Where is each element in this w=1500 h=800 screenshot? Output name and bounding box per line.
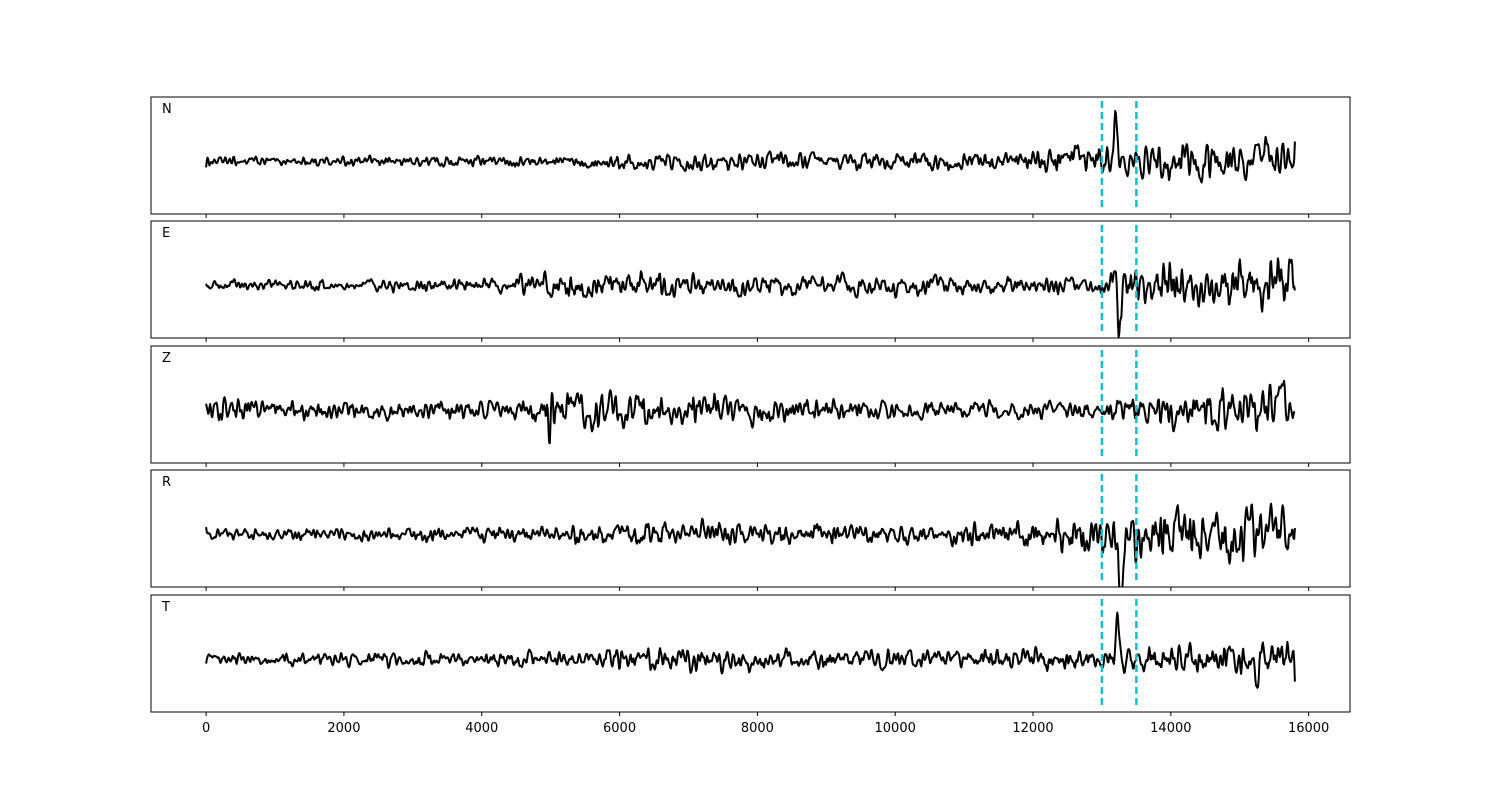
panel-label: T bbox=[161, 600, 170, 615]
panel-frame bbox=[150, 469, 1351, 588]
panel-label: R bbox=[162, 475, 171, 490]
panel-label: N bbox=[162, 102, 172, 117]
waveform-trace bbox=[205, 379, 1296, 445]
x-tick-label: 0 bbox=[202, 721, 210, 736]
panel-label: Z bbox=[162, 351, 171, 366]
panel-t: T bbox=[150, 594, 1351, 716]
x-tick-label: 16000 bbox=[1288, 721, 1329, 736]
x-tick-label: 12000 bbox=[1012, 721, 1053, 736]
waveform-trace bbox=[205, 502, 1296, 587]
x-tick-label: 4000 bbox=[465, 721, 498, 736]
x-tick-label: 6000 bbox=[603, 721, 636, 736]
panel-r: R bbox=[150, 469, 1351, 591]
waveform-trace bbox=[205, 109, 1296, 184]
x-tick-label: 14000 bbox=[1150, 721, 1191, 736]
panel-frame bbox=[150, 220, 1351, 339]
panel-n: N bbox=[150, 96, 1351, 218]
panel-frame bbox=[150, 594, 1351, 713]
waveform-trace bbox=[205, 257, 1296, 338]
x-tick-label: 10000 bbox=[875, 721, 916, 736]
x-tick-label: 2000 bbox=[327, 721, 360, 736]
panels-layer: N E Z R T bbox=[150, 96, 1351, 716]
x-axis: 0 2000 4000 6000 8000 10000 12000 14000 16000 bbox=[202, 721, 1329, 736]
panel-e: E bbox=[150, 220, 1351, 342]
x-tick-label: 8000 bbox=[741, 721, 774, 736]
panel-frame bbox=[150, 345, 1351, 464]
panel-frame bbox=[150, 96, 1351, 215]
waveform-trace bbox=[205, 611, 1296, 689]
panel-label: E bbox=[162, 226, 170, 241]
panel-z: Z bbox=[150, 345, 1351, 467]
